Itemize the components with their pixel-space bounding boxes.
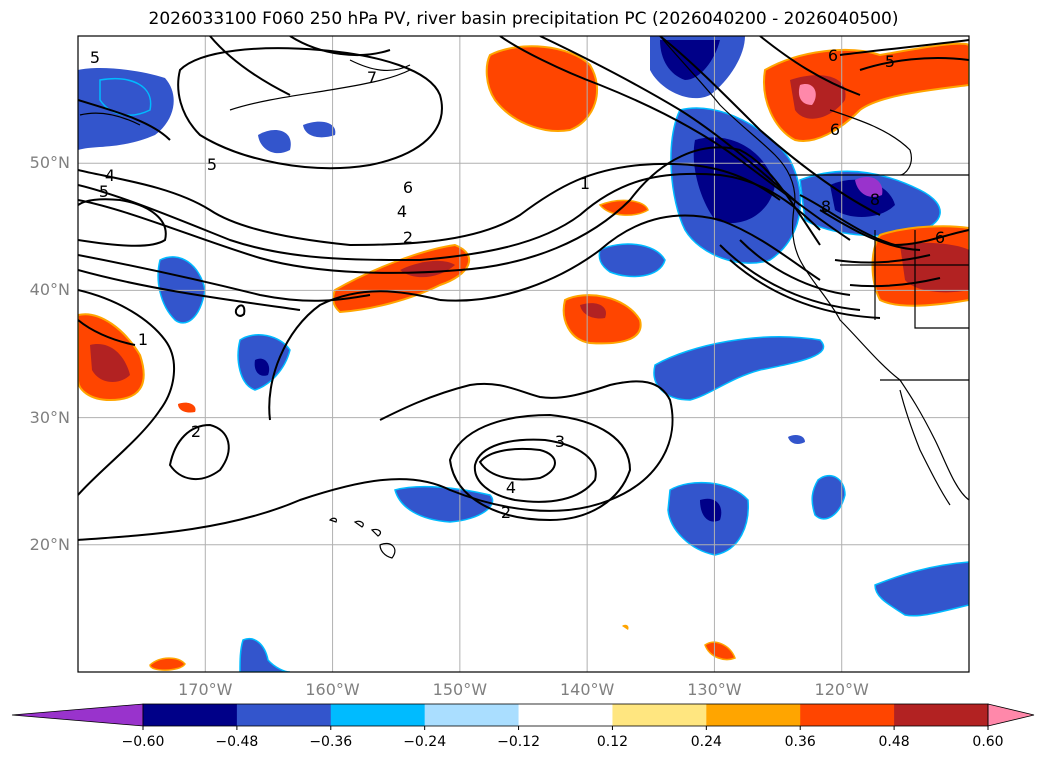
contour-label: 1 <box>138 330 148 349</box>
contour-label: 1 <box>580 174 590 193</box>
contour-label: 4 <box>105 166 115 185</box>
colorbar <box>11 703 1035 730</box>
lon-tick-label: 140°W <box>559 680 615 699</box>
contour-label: 4 <box>397 202 407 221</box>
colorbar-tick-label: −0.48 <box>215 734 259 750</box>
lat-tick-label: 50°N <box>29 153 70 173</box>
colorbar-tick-label: −0.24 <box>403 734 447 750</box>
colorbar-tick-label: −0.36 <box>309 734 353 750</box>
contour-label: 2 <box>501 503 511 522</box>
lat-tick-label: 20°N <box>29 534 70 554</box>
colorbar-extend-min <box>11 703 144 727</box>
pv-contours <box>78 36 969 541</box>
contour-label: 5 <box>885 52 895 71</box>
contour-label: 5 <box>99 182 109 201</box>
contour-label: 5 <box>207 155 217 174</box>
lon-tick-label: 150°W <box>432 680 488 699</box>
coastlines <box>79 36 969 506</box>
contour-label: 8 <box>870 190 880 209</box>
contour-label: 8 <box>821 197 831 216</box>
contour-label: 6 <box>935 228 945 247</box>
colorbar-swatch <box>706 704 801 726</box>
lon-tick-label: 160°W <box>305 680 360 699</box>
colorbar-swatch <box>330 704 426 726</box>
colorbar-tick-label: 0.24 <box>690 734 722 750</box>
colorbar-swatch <box>612 704 707 726</box>
map-title: 2026033100 F060 250 hPa PV, river basin … <box>148 9 899 29</box>
colorbar-tick-label: 0.36 <box>784 734 816 750</box>
lon-tick-label: 170°W <box>178 680 233 699</box>
contour-label: 7 <box>367 68 377 87</box>
lat-tick-label: 40°N <box>29 280 70 300</box>
colorbar-tick-label: −0.60 <box>121 734 165 750</box>
colorbar-swatch <box>518 704 613 726</box>
contour-label: 3 <box>555 432 565 451</box>
colorbar-tick-label: −0.12 <box>497 734 540 750</box>
colorbar-swatch <box>424 704 520 726</box>
colorbar-tick-label: 0.60 <box>972 734 1004 750</box>
contour-label: 6 <box>403 178 413 197</box>
lon-tick-label: 130°W <box>687 680 742 699</box>
colorbar-swatch <box>800 704 895 726</box>
contour-label: 6 <box>828 46 838 65</box>
contour-label: 2 <box>191 422 201 441</box>
colorbar-swatch <box>236 704 332 726</box>
lon-tick-label: 120°W <box>814 680 869 699</box>
colorbar-swatch <box>894 704 989 726</box>
contour-label: 5 <box>90 48 100 67</box>
lat-tick-label: 30°N <box>29 407 70 427</box>
colorbar-tick-label: 0.12 <box>596 734 629 750</box>
colorbar-extend-max <box>987 703 1035 727</box>
contour-label: 2 <box>403 228 413 247</box>
contour-label: 4 <box>506 478 516 497</box>
hawaii-islands <box>328 517 396 559</box>
contour-label: 6 <box>830 120 840 139</box>
colorbar-tick-label: 0.48 <box>878 734 910 750</box>
colorbar-swatch <box>143 704 238 726</box>
map-frame <box>77 35 970 673</box>
